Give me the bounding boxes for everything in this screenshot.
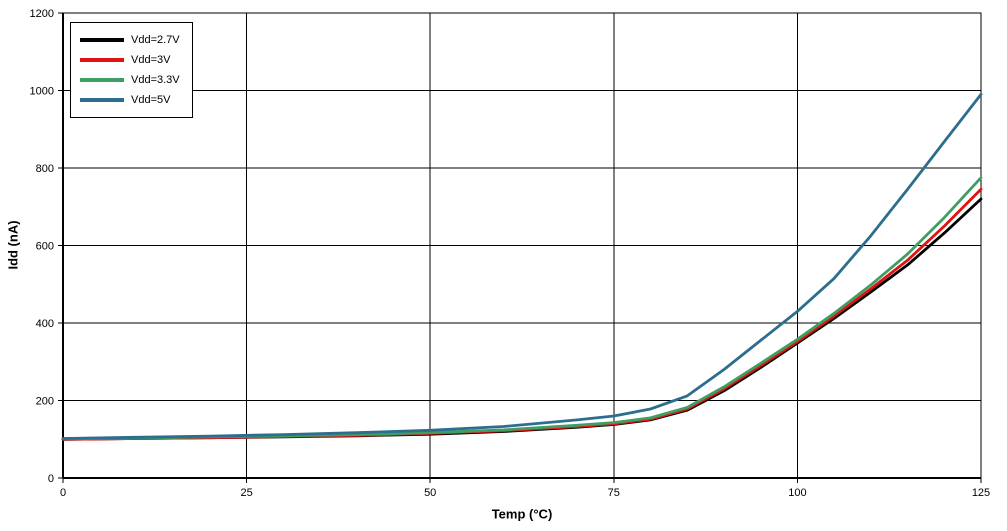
y-axis-title: Idd (nA) — [5, 220, 21, 270]
legend-line-swatch — [80, 98, 124, 102]
y-tick-label: 1200 — [30, 8, 54, 20]
x-tick-label: 0 — [60, 487, 66, 499]
y-tick-label: 400 — [36, 318, 54, 330]
series-line-vdd-5v — [61, 93, 983, 440]
y-tick-label: 600 — [36, 241, 54, 253]
y-tick-label: 800 — [36, 163, 54, 175]
legend-line-swatch — [80, 78, 124, 82]
legend-line-swatch — [80, 38, 124, 42]
y-tick-label: 1000 — [30, 86, 54, 98]
legend-label: Vdd=3V — [131, 54, 171, 66]
legend-item: Vdd=2.7V — [80, 30, 180, 50]
y-tick-label: 200 — [36, 396, 54, 408]
legend-line-swatch — [80, 58, 124, 62]
x-axis-title: Temp (°C) — [491, 506, 553, 522]
legend: Vdd=2.7V Vdd=3V Vdd=3.3V Vdd=5V — [70, 22, 193, 118]
y-tick-label: 0 — [48, 473, 54, 485]
legend-label: Vdd=2.7V — [131, 34, 180, 46]
legend-item: Vdd=3V — [80, 50, 180, 70]
series-line-vdd-3v — [61, 187, 983, 441]
series-line-vdd-2.7v — [61, 197, 983, 441]
x-tick-label: 75 — [608, 487, 620, 499]
x-tick-label: 100 — [788, 487, 806, 499]
legend-label: Vdd=3.3V — [131, 74, 180, 86]
legend-label: Vdd=5V — [131, 94, 171, 106]
legend-item: Vdd=5V — [80, 90, 180, 110]
legend-item: Vdd=3.3V — [80, 70, 180, 90]
x-tick-label: 125 — [972, 487, 990, 499]
x-tick-label: 50 — [424, 487, 436, 499]
x-tick-label: 25 — [240, 487, 252, 499]
